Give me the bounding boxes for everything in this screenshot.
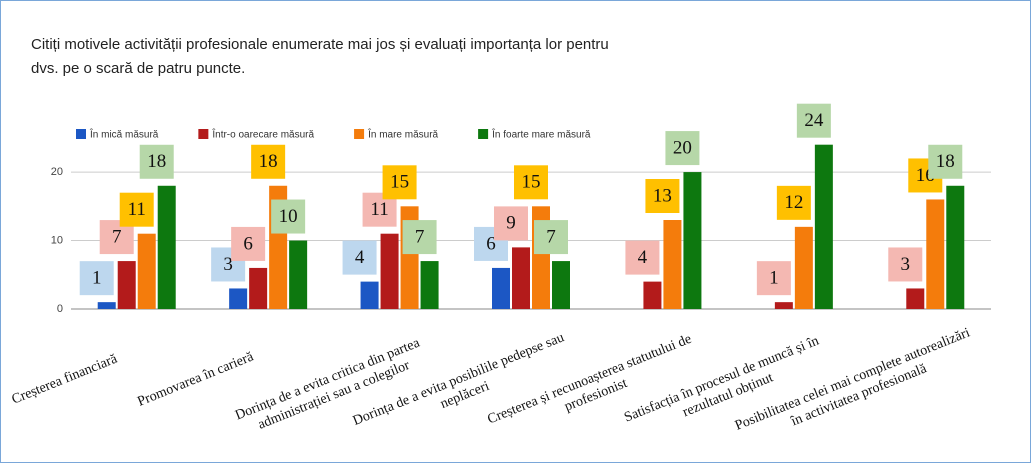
data-label-box	[402, 220, 437, 255]
y-tick-label: 20	[51, 166, 63, 178]
data-label: 3	[223, 254, 233, 275]
legend-swatch	[354, 129, 365, 139]
data-label-box	[534, 220, 568, 255]
bar	[552, 261, 570, 309]
data-label: 7	[415, 226, 425, 247]
y-tick-label: 0	[57, 303, 63, 315]
data-label-box	[271, 199, 306, 234]
data-label-box	[119, 192, 154, 227]
legend-label: În mare măsură	[367, 128, 438, 141]
bar	[926, 199, 945, 309]
bar	[137, 233, 156, 309]
bar	[360, 281, 379, 309]
data-label-box	[79, 261, 114, 296]
bar	[380, 233, 399, 309]
bar	[794, 226, 813, 309]
data-label-box	[514, 165, 548, 200]
data-label: 7	[546, 226, 556, 247]
bar	[512, 247, 530, 309]
data-label: 18	[259, 151, 278, 172]
data-label: 3	[901, 254, 911, 275]
bar	[946, 185, 965, 309]
legend-swatch	[478, 129, 489, 139]
data-label: 24	[804, 110, 824, 131]
legend-label: În foarte mare măsură	[491, 128, 591, 141]
data-label-box	[342, 240, 377, 275]
data-label: 18	[147, 151, 166, 172]
bar	[249, 267, 268, 309]
bar	[97, 302, 116, 309]
data-label: 13	[653, 185, 672, 206]
bar	[643, 281, 662, 309]
data-label: 11	[128, 199, 146, 220]
data-label-box	[231, 226, 266, 261]
bar	[683, 172, 702, 309]
data-label-box	[645, 179, 680, 213]
legend-swatch	[76, 129, 86, 139]
data-label-box	[625, 240, 660, 275]
data-label: 4	[638, 247, 648, 268]
legend-label: În mică măsură	[89, 128, 159, 141]
data-label-box	[796, 103, 831, 138]
data-label-box	[494, 206, 528, 241]
legend-swatch	[198, 129, 209, 139]
data-label: 6	[243, 233, 253, 254]
data-label: 6	[486, 233, 496, 254]
data-label-box	[888, 247, 923, 282]
data-label: 9	[506, 213, 516, 234]
data-label: 1	[769, 268, 779, 289]
data-label-box	[756, 261, 791, 296]
bar	[229, 288, 248, 309]
data-label-box	[665, 131, 700, 166]
legend-label: Într-o oarecare măsură	[211, 128, 314, 141]
data-label-box	[928, 144, 963, 179]
data-label: 7	[112, 226, 122, 247]
bar	[663, 220, 682, 309]
data-label-box	[382, 165, 417, 200]
bar	[906, 288, 925, 309]
data-label: 15	[522, 172, 541, 193]
y-tick-label: 10	[51, 234, 63, 246]
data-label: 18	[936, 151, 955, 172]
data-label: 20	[673, 137, 692, 158]
bar	[289, 240, 308, 309]
data-label: 1	[92, 268, 102, 289]
chart-title: Citiți motivele activității profesionale…	[31, 36, 609, 77]
data-label: 12	[784, 192, 803, 213]
data-label-box	[139, 144, 174, 179]
data-label-box	[251, 144, 286, 179]
data-label-box	[776, 185, 811, 220]
bar	[774, 302, 793, 309]
bar	[157, 185, 176, 309]
bar	[117, 261, 136, 309]
bar	[814, 144, 833, 309]
data-label: 15	[390, 172, 409, 193]
bar	[420, 261, 439, 309]
data-label: 10	[279, 206, 298, 227]
data-label: 11	[370, 199, 388, 220]
bar	[492, 267, 510, 309]
data-label: 4	[355, 247, 365, 268]
